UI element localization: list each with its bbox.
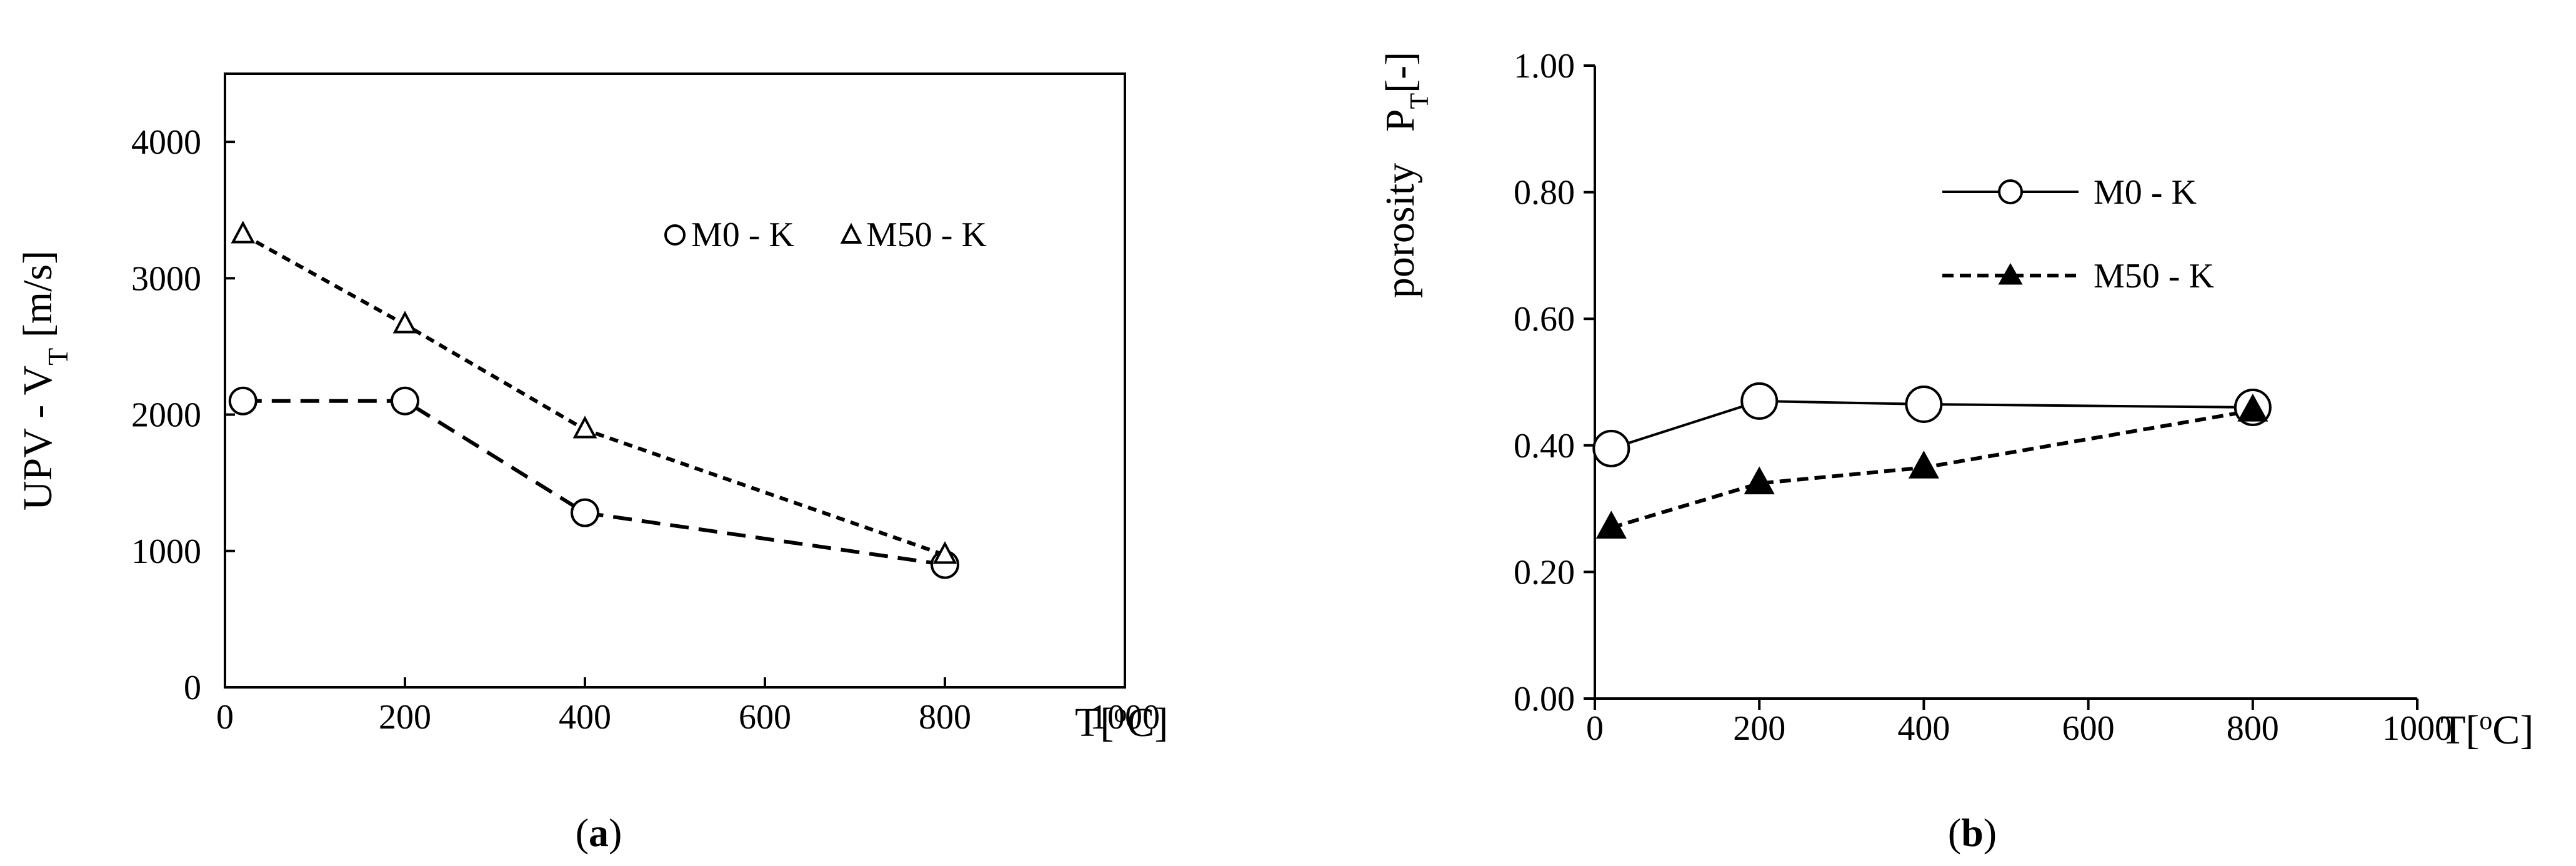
chart-a-ytick-label: 2000	[131, 396, 201, 435]
chart-b-legend-marker-m0	[1998, 179, 2023, 204]
chart-b-legend: M0 - K M50 - K	[1942, 173, 2214, 296]
chart-a-xtick-label: 0	[216, 698, 234, 737]
chart-b-ytick-label: 0.60	[1514, 300, 1575, 339]
chart-b-legend-marker-m50	[1998, 262, 2023, 285]
chart-b-point	[1740, 382, 1779, 420]
chart-a-ylabel: UPV - VT [m/s]	[15, 251, 74, 510]
chart-a-point	[231, 221, 256, 244]
chart-b-series-lines	[1610, 399, 2254, 530]
chart-a-xtick-label: 1000	[1090, 698, 1160, 737]
chart-a-xtick-label: 400	[559, 698, 611, 737]
chart-b-point	[1908, 450, 1939, 479]
chart-b-ytick-marks	[1584, 64, 1595, 700]
chart-a-series-line-0	[242, 399, 946, 567]
chart-b-panel-label: (b)	[1948, 810, 1997, 855]
chart-b: 0.00 0.20 0.40 0.60 0.80 1.00 0 200 400 600 800 10…	[1377, 47, 2534, 855]
chart-b-xtick-label: 0	[1586, 709, 1604, 748]
chart-a-point	[391, 386, 419, 416]
chart-b-xtick-label: 1000	[2382, 709, 2452, 748]
chart-a-ytick-label: 4000	[131, 123, 201, 162]
chart-b-xtick-label: 400	[1897, 709, 1950, 748]
chart-a-legend-marker-m50	[840, 222, 862, 244]
chart-a-panel-label: (a)	[576, 810, 622, 855]
chart-b-point	[1592, 429, 1630, 467]
chart-a-ytick-labels: 0 1000 2000 3000 4000	[131, 123, 201, 707]
chart-a-plot-frame	[224, 72, 1126, 689]
chart-b-point	[1595, 510, 1627, 539]
chart-b-xlabel: T[oC]	[2440, 707, 2534, 753]
chart-b-xtick-labels: 0 200 400 600 800 1000	[1586, 709, 2452, 748]
chart-a: 0 1000 2000 3000 4000 0 200 400 600 800 1000 UPV …	[15, 72, 1168, 855]
chart-a-legend-marker-m0	[664, 224, 686, 246]
chart-a-series-lines	[242, 232, 946, 567]
chart-b-ytick-label: 0.40	[1514, 427, 1575, 465]
chart-a-series-markers	[228, 221, 959, 579]
chart-a-point	[392, 311, 417, 334]
chart-a-point	[932, 541, 957, 564]
chart-a-ytick-label: 0	[184, 669, 201, 707]
chart-b-series-line-1	[1610, 409, 2254, 530]
chart-b-xtick-marks	[1594, 699, 2419, 710]
chart-a-legend-label-m50: M50 - K	[866, 216, 987, 254]
chart-a-legend-label-m0: M0 - K	[691, 216, 794, 254]
chart-a-ytick-label: 1000	[131, 532, 201, 571]
chart-b-xtick-label: 200	[1733, 709, 1785, 748]
chart-b-ytick-label: 0.80	[1514, 174, 1575, 212]
chart-b-series-line-0	[1610, 399, 2253, 450]
chart-b-point	[1744, 466, 1775, 495]
chart-a-point	[572, 416, 597, 439]
chart-b-xtick-label: 600	[2062, 709, 2115, 748]
chart-b-ylabel: porosity PT[-]	[1377, 52, 1434, 298]
chart-a-xlabel: T[oC]	[1075, 699, 1168, 745]
chart-a-point	[228, 386, 257, 416]
chart-b-legend-label-m0: M0 - K	[2094, 173, 2197, 212]
chart-b-ytick-label: 1.00	[1514, 47, 1575, 86]
chart-a-xtick-marks	[224, 677, 1126, 687]
chart-a-legend: M0 - K M50 - K	[664, 216, 987, 254]
chart-a-point	[571, 498, 599, 527]
chart-b-legend-label-m50: M50 - K	[2094, 257, 2214, 296]
chart-b-ytick-label: 0.20	[1514, 553, 1575, 592]
chart-b-ytick-label: 0.00	[1514, 680, 1575, 719]
chart-a-xtick-label: 200	[379, 698, 431, 737]
chart-b-point	[2237, 393, 2269, 422]
chart-a-ytick-marks	[225, 141, 235, 552]
chart-b-series-markers	[1592, 382, 2272, 539]
chart-a-xtick-label: 600	[739, 698, 791, 737]
chart-b-ytick-labels: 0.00 0.20 0.40 0.60 0.80 1.00	[1514, 47, 1575, 719]
chart-b-xtick-label: 800	[2227, 709, 2279, 748]
chart-a-xtick-label: 800	[919, 698, 971, 737]
chart-a-ytick-label: 3000	[131, 259, 201, 298]
chart-b-point	[1905, 385, 1943, 423]
chart-a-xtick-labels: 0 200 400 600 800 1000	[216, 698, 1160, 737]
chart-a-series-line-1	[242, 232, 946, 557]
